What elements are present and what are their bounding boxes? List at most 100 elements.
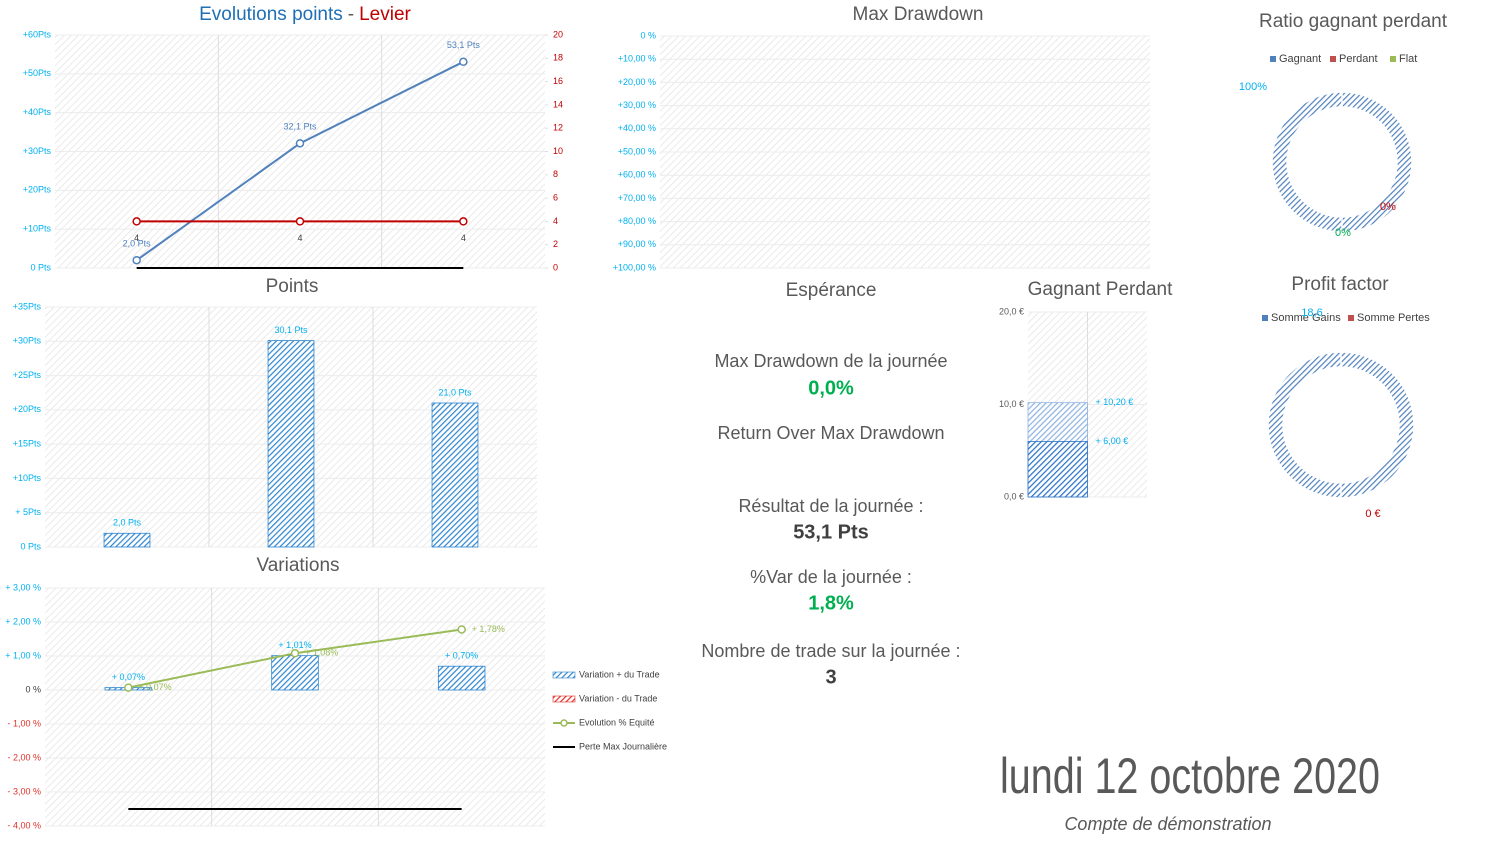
y-tick-label: +60,00 % bbox=[618, 170, 656, 180]
title-part: Levier bbox=[359, 4, 411, 25]
chart-title: Points bbox=[266, 276, 319, 297]
y-tick-label: + 5Pts bbox=[15, 507, 41, 517]
y-tick-label: 10,0 € bbox=[999, 399, 1024, 409]
chart-title: Ratio gagnant perdant bbox=[1259, 11, 1448, 32]
data-label: 2,0 Pts bbox=[113, 518, 142, 528]
chart-title: Profit factor bbox=[1291, 274, 1389, 295]
bar bbox=[437, 665, 486, 691]
y-tick-label: +15Pts bbox=[13, 439, 42, 449]
y-tick-label: +20Pts bbox=[23, 185, 52, 195]
data-label: 18,6 bbox=[1301, 307, 1322, 319]
point bbox=[132, 255, 141, 265]
title-part: - bbox=[348, 4, 354, 25]
stat-value: 53,1 Pts bbox=[793, 521, 869, 543]
bar bbox=[271, 655, 319, 691]
y-tick-label: +70,00 % bbox=[618, 193, 656, 203]
data-label: + 6,00 € bbox=[1096, 436, 1129, 446]
y-tick-label: +10Pts bbox=[13, 473, 42, 483]
point bbox=[124, 683, 133, 692]
legend-label: Flat bbox=[1399, 53, 1417, 65]
data-label: 30,1 Pts bbox=[274, 325, 308, 335]
y2-tick-label: 12 bbox=[553, 123, 563, 133]
y-tick-label: +50Pts bbox=[23, 68, 52, 78]
legend-swatch bbox=[552, 671, 576, 679]
legend-swatch bbox=[1330, 56, 1336, 62]
y-tick-label: +100,00 % bbox=[613, 262, 656, 272]
y-tick-label: +90,00 % bbox=[618, 239, 656, 249]
y2-tick-label: 16 bbox=[553, 76, 563, 86]
point bbox=[459, 217, 468, 226]
account: Compte de démonstration bbox=[1064, 814, 1271, 834]
legend-label: Gagnant bbox=[1279, 53, 1321, 65]
y2-tick-label: 6 bbox=[553, 192, 558, 202]
y-tick-label: 0 % bbox=[25, 684, 41, 694]
point bbox=[290, 649, 300, 658]
y2-tick-label: 2 bbox=[553, 239, 558, 249]
data-label: + 0,07% bbox=[138, 682, 171, 692]
data-label: 4 bbox=[461, 233, 466, 243]
legend-swatch bbox=[1390, 56, 1396, 62]
y2-tick-label: 20 bbox=[553, 29, 563, 39]
legend-label: Evolution % Equité bbox=[579, 717, 655, 727]
legend-label: Perdant bbox=[1339, 53, 1378, 65]
legend-swatch bbox=[552, 695, 576, 703]
legend-swatch bbox=[1348, 315, 1354, 321]
y-tick-label: +30Pts bbox=[23, 146, 52, 156]
y-tick-label: 20,0 € bbox=[999, 306, 1024, 316]
y-tick-label: - 4,00 % bbox=[7, 820, 41, 830]
stat-value: 0,0% bbox=[808, 377, 854, 399]
stat-value: 1,8% bbox=[808, 592, 854, 614]
bar bbox=[267, 340, 315, 548]
data-label: 53,1 Pts bbox=[447, 40, 481, 50]
legend-label: Variation - du Trade bbox=[579, 693, 657, 703]
legend-label: Somme Pertes bbox=[1357, 312, 1430, 324]
y-tick-label: - 3,00 % bbox=[7, 786, 41, 796]
y-tick-label: +35Pts bbox=[13, 301, 42, 311]
data-label: + 1,78% bbox=[472, 624, 505, 634]
chart-title: Variations bbox=[256, 555, 339, 576]
y-tick-label: - 2,00 % bbox=[7, 752, 41, 762]
legend-swatch bbox=[1262, 315, 1268, 321]
date: lundi 12 octobre 2020 bbox=[1000, 748, 1380, 804]
data-label: + 0,70% bbox=[445, 651, 478, 661]
data-label: 21,0 Pts bbox=[438, 387, 472, 397]
data-label: 0 € bbox=[1365, 508, 1380, 520]
y-tick-label: +20,00 % bbox=[618, 77, 656, 87]
stat-value: 3 bbox=[825, 666, 836, 688]
data-label: + 1,08% bbox=[305, 648, 338, 658]
y2-tick-label: 10 bbox=[553, 146, 563, 156]
y2-tick-label: 4 bbox=[553, 216, 558, 226]
title-part: Evolutions points bbox=[199, 4, 343, 25]
point bbox=[132, 217, 141, 226]
chart-title: Evolutions points - Levier bbox=[199, 4, 411, 25]
y-tick-label: +10,00 % bbox=[618, 54, 656, 64]
data-label: + 0,07% bbox=[112, 672, 145, 682]
bar bbox=[1027, 441, 1088, 498]
stat-label: Résultat de la journée : bbox=[738, 496, 923, 516]
y2-tick-label: 18 bbox=[553, 53, 563, 63]
stat-label: Return Over Max Drawdown bbox=[717, 423, 944, 443]
plot-area bbox=[45, 588, 545, 826]
y-tick-label: +10Pts bbox=[23, 224, 52, 234]
chart-title: Max Drawdown bbox=[853, 4, 984, 25]
point bbox=[459, 57, 468, 67]
data-label: 2,0 Pts bbox=[123, 239, 152, 249]
y-tick-label: +80,00 % bbox=[618, 216, 656, 226]
data-label: 32,1 Pts bbox=[283, 122, 317, 132]
y-tick-label: +60Pts bbox=[23, 29, 52, 39]
y-tick-label: + 2,00 % bbox=[5, 616, 41, 626]
bar bbox=[431, 402, 479, 548]
y-tick-label: 0,0 € bbox=[1004, 491, 1024, 501]
y-tick-label: +40,00 % bbox=[618, 123, 656, 133]
data-label: 0% bbox=[1380, 201, 1396, 213]
y2-tick-label: 8 bbox=[553, 169, 558, 179]
y2-tick-label: 0 bbox=[553, 262, 558, 272]
y-tick-label: 0 % bbox=[640, 30, 656, 40]
y-tick-label: 0 Pts bbox=[20, 541, 41, 551]
y-tick-label: +50,00 % bbox=[618, 146, 656, 156]
point bbox=[295, 139, 305, 148]
chart-title: Gagnant Perdant bbox=[1028, 279, 1173, 300]
donut-slice bbox=[1267, 351, 1415, 499]
stat-label: %Var de la journée : bbox=[750, 567, 912, 587]
